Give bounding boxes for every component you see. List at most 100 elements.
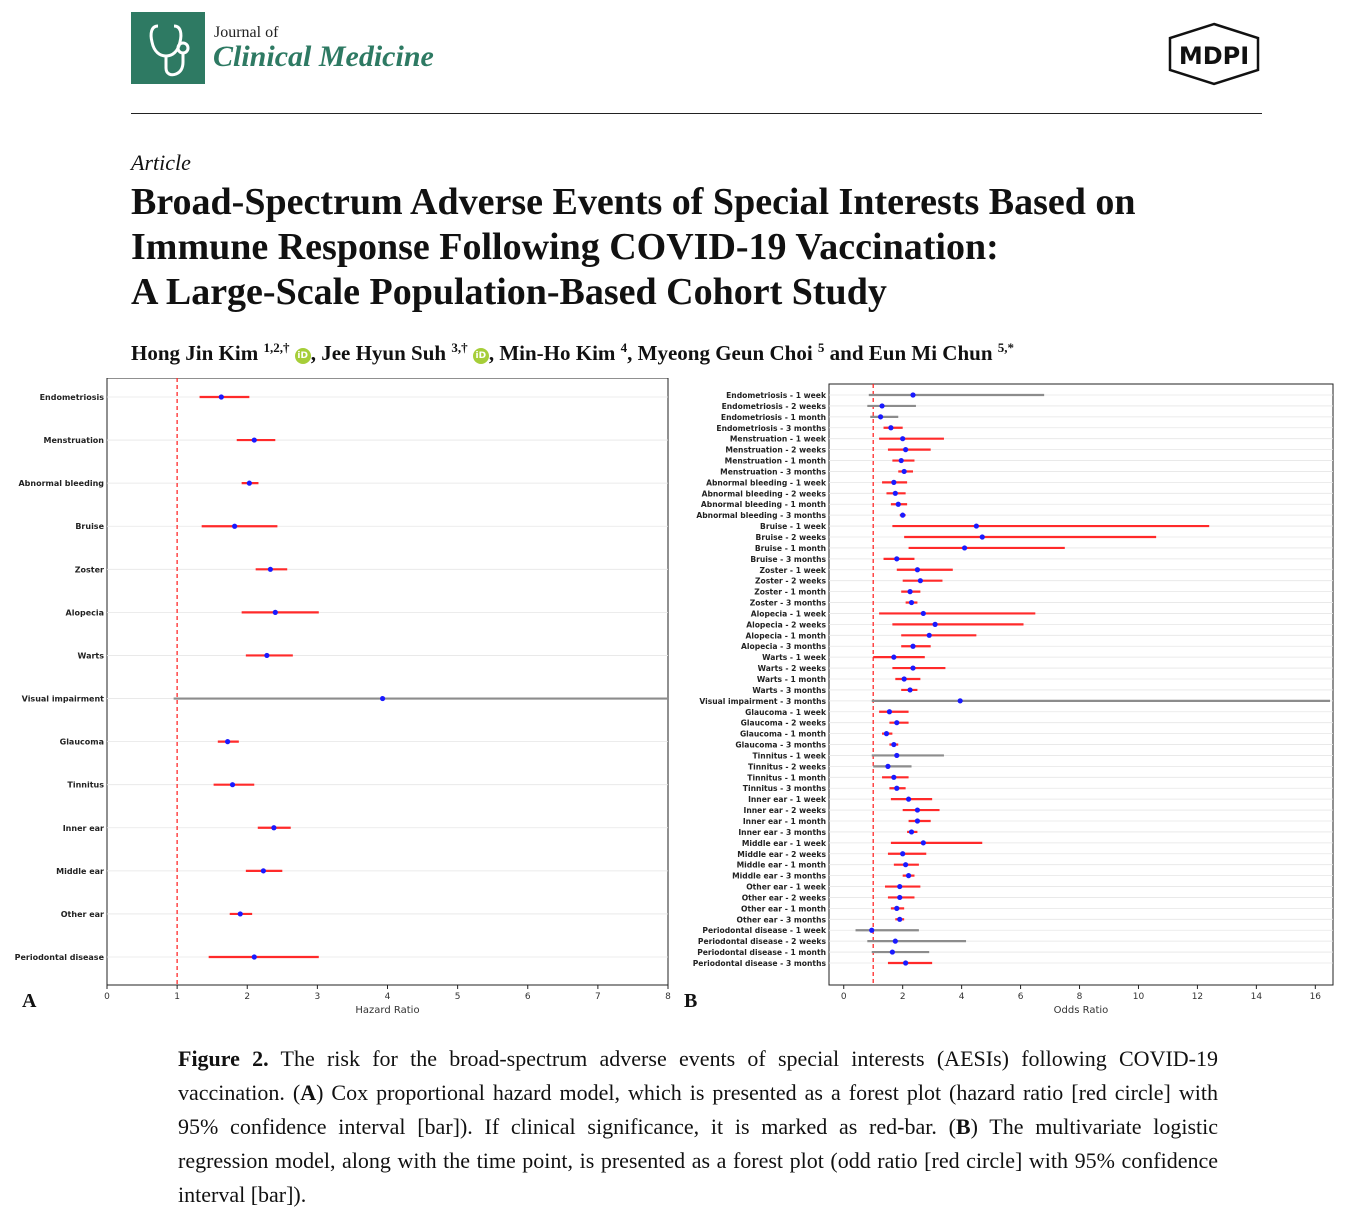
row-label: Warts - 3 months (752, 686, 826, 695)
row-label: Middle ear - 1 month (737, 861, 826, 870)
row-label: Zoster - 2 weeks (755, 577, 827, 586)
x-tick-label: 6 (525, 992, 531, 1002)
title-line: Broad-Spectrum Adverse Events of Special… (131, 181, 1136, 223)
orcid-icon[interactable]: iD (294, 348, 311, 364)
point-estimate (891, 741, 897, 748)
figure-caption: Figure 2. The risk for the broad-spectru… (178, 1046, 1219, 1207)
point-estimate (272, 609, 278, 615)
row-label: Middle ear - 3 months (732, 872, 826, 881)
author-name[interactable]: Eun Mi Chun (868, 341, 993, 365)
row-label: Glaucoma - 3 months (735, 741, 826, 750)
point-estimate (869, 927, 875, 933)
article-type: Article (131, 150, 191, 175)
row-label: Glaucoma - 2 weeks (741, 719, 827, 728)
point-estimate (260, 868, 266, 874)
point-estimate (264, 652, 270, 659)
point-estimate (957, 698, 963, 704)
x-tick-label: 14 (1251, 992, 1263, 1002)
author-affiliation: 5 (817, 340, 825, 355)
row-label: Periodontal disease - 3 months (693, 959, 827, 968)
row-label: Inner ear - 2 weeks (744, 806, 827, 815)
row-label: Menstruation - 1 week (730, 435, 827, 444)
row-label: Bruise - 1 month (755, 544, 826, 553)
point-estimate (903, 862, 909, 868)
point-estimate (895, 501, 901, 507)
row-label: Endometriosis (40, 393, 105, 402)
author-name[interactable]: Myeong Geun Choi (637, 341, 813, 365)
point-estimate (894, 905, 900, 911)
row-label: Glaucoma - 1 month (740, 730, 826, 739)
x-tick-label: 6 (1018, 992, 1024, 1002)
row-label: Tinnitus - 1 week (753, 751, 827, 760)
journal-name: Clinical Medicine (213, 40, 434, 73)
journal-logo (131, 12, 205, 84)
title-line: A Large-Scale Population-Based Cohort St… (131, 271, 887, 313)
point-estimate (888, 425, 894, 431)
point-estimate (910, 643, 916, 649)
row-label: Bruise - 3 months (750, 555, 826, 564)
point-estimate (914, 818, 921, 824)
row-label: Endometriosis - 3 months (716, 424, 826, 433)
row-label: Zoster - 1 week (759, 566, 826, 575)
point-estimate (271, 825, 277, 831)
point-estimate (894, 556, 900, 562)
row-label: Periodontal disease - 1 week (702, 926, 827, 935)
point-estimate (905, 873, 912, 879)
row-label: Glaucoma - 1 week (745, 708, 827, 717)
point-estimate (232, 523, 238, 529)
forest-plot-a: 0 1 2 3 4 5 6 7 8 Endometriosis Menstruation Abnorm… (15, 378, 671, 1016)
row-label: Menstruation (44, 436, 105, 445)
x-tick-label: 2 (244, 992, 250, 1002)
row-label: Inner ear - 3 months (738, 828, 826, 837)
point-estimate (905, 796, 912, 802)
point-estimate (892, 490, 898, 496)
row-label: Other ear (61, 910, 104, 919)
point-estimate (885, 763, 891, 769)
row-label: Zoster - 3 months (750, 599, 827, 608)
author-name[interactable]: Hong Jin Kim (131, 341, 259, 365)
point-estimate (237, 911, 243, 917)
row-label: Endometriosis - 1 month (721, 413, 826, 422)
figure-label: Figure 2. (178, 1046, 269, 1071)
point-estimate (891, 654, 897, 660)
point-estimate (910, 392, 916, 398)
point-estimate (926, 632, 932, 638)
orcid-icon[interactable]: iD (472, 348, 489, 364)
author-affiliation: 3,† (451, 340, 468, 355)
plot-frame (828, 383, 1334, 986)
point-estimate (251, 437, 257, 443)
x-tick-label: 3 (315, 992, 321, 1002)
point-estimate (914, 807, 921, 813)
point-estimate (267, 566, 273, 572)
journal-of-label: Journal of (214, 24, 279, 41)
author-name[interactable]: Jee Hyun Suh (321, 341, 447, 365)
point-estimate (892, 938, 898, 944)
row-label: Zoster (75, 565, 104, 574)
x-tick-label: 7 (595, 992, 601, 1002)
row-label: Tinnitus - 1 month (747, 773, 826, 782)
row-label: Alopecia (66, 608, 104, 617)
point-estimate (920, 840, 926, 846)
point-estimate (229, 782, 236, 788)
row-label: Alopecia - 1 week (751, 609, 827, 618)
point-estimate (886, 709, 893, 715)
row-label: Other ear - 2 weeks (742, 893, 827, 902)
row-label: Other ear - 1 month (741, 904, 826, 913)
x-tick-label: 8 (1077, 992, 1083, 1002)
forest-plot-b: 0 2 4 6 8 10 12 14 16 Endometriosis - 1 week Endom… (693, 383, 1334, 1016)
author-list: Hong Jin Kim 1,2,† iD, Jee Hyun Suh 3,† … (131, 340, 1015, 365)
x-tick-label: 0 (841, 992, 847, 1002)
point-estimate (920, 610, 926, 617)
x-tick-label: 10 (1133, 992, 1145, 1002)
row-label: Middle ear (56, 867, 104, 876)
point-estimate (897, 894, 903, 901)
author-name[interactable]: Min-Ho Kim (499, 341, 616, 365)
x-axis-label: Hazard Ratio (355, 1005, 419, 1016)
point-estimate (900, 436, 906, 442)
point-estimate (889, 949, 895, 955)
point-estimate (897, 883, 903, 890)
point-estimate (901, 676, 907, 682)
row-label: Abnormal bleeding - 3 months (696, 511, 826, 520)
point-estimate (910, 665, 916, 671)
point-estimate (894, 720, 900, 726)
